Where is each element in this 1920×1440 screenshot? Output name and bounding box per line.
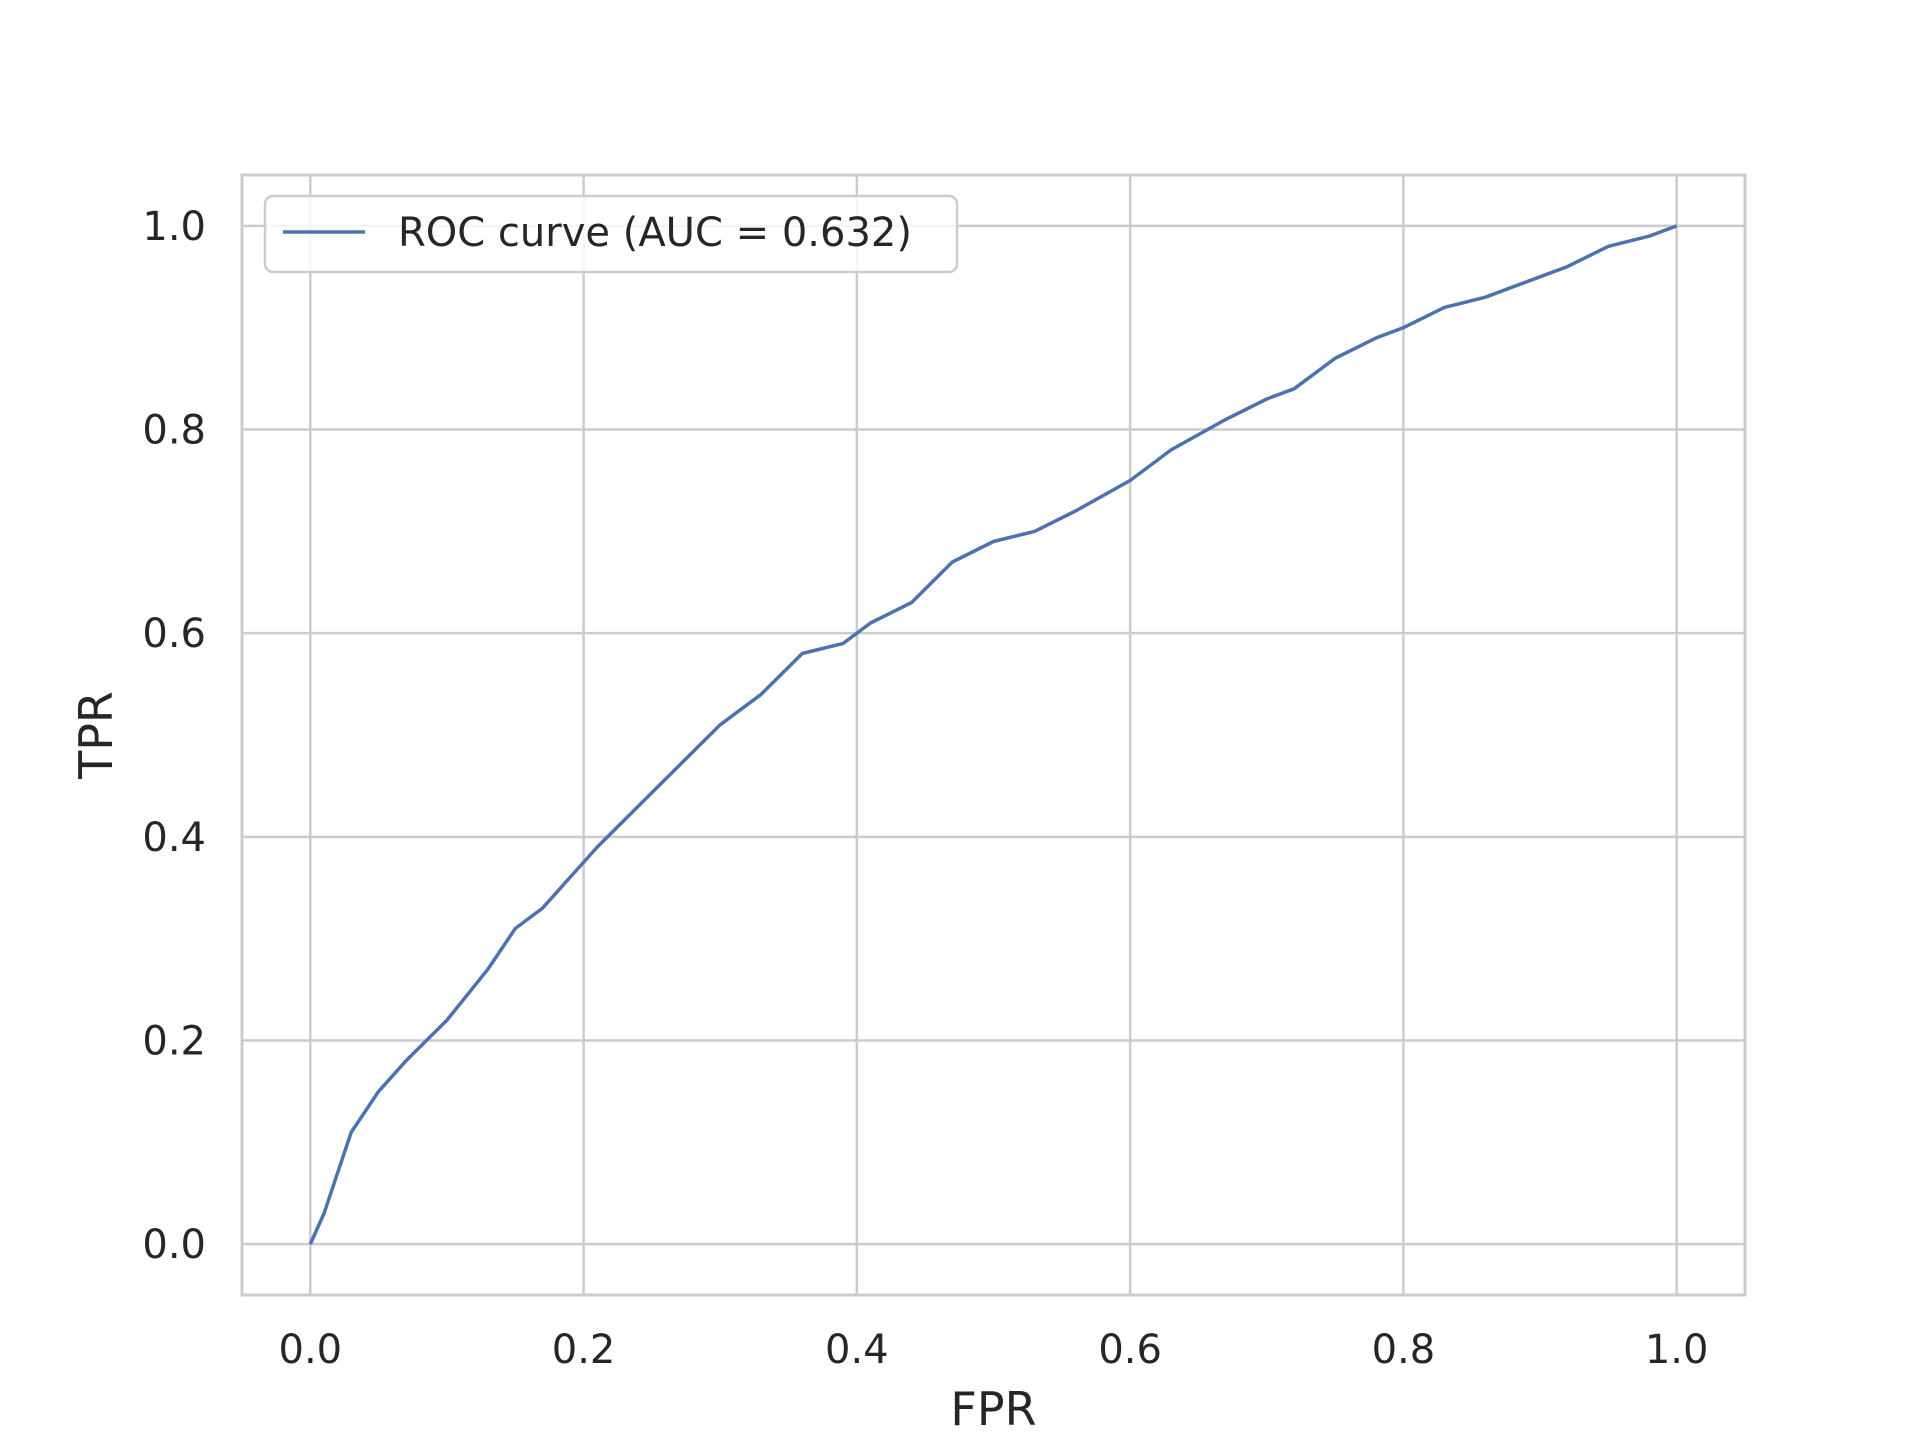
series-layer <box>308 224 1678 1245</box>
y-tick-label: 0.0 <box>142 1222 206 1268</box>
legend-box <box>263 194 959 274</box>
legend-label: ROC curve (AUC = 0.632) <box>398 210 912 256</box>
y-axis-label: TPR <box>69 691 123 780</box>
y-tick-label: 0.4 <box>142 815 206 861</box>
x-tick-label: 0.0 <box>279 1327 343 1373</box>
x-axis-label: FPR <box>950 1382 1036 1436</box>
roc-curve-line <box>308 224 1678 1245</box>
x-tick-label: 0.4 <box>825 1327 889 1373</box>
legend: ROC curve (AUC = 0.632) <box>263 194 959 274</box>
y-tick-label: 0.6 <box>142 611 206 657</box>
x-tick-label: 0.2 <box>552 1327 616 1373</box>
y-tick-label: 1.0 <box>142 204 206 250</box>
x-tick-label: 1.0 <box>1645 1327 1709 1373</box>
x-tick-labels: 0.0 0.2 0.4 0.6 0.8 1.0 <box>279 1327 1709 1373</box>
y-tick-labels: 0.0 0.2 0.4 0.6 0.8 1.0 <box>142 204 206 1268</box>
x-tick-label: 0.8 <box>1372 1327 1436 1373</box>
plot-frame <box>240 173 1747 1297</box>
x-tick-label: 0.6 <box>1098 1327 1162 1373</box>
grid <box>242 175 1745 1295</box>
y-tick-label: 0.8 <box>142 408 206 454</box>
y-tick-label: 0.2 <box>142 1018 206 1064</box>
